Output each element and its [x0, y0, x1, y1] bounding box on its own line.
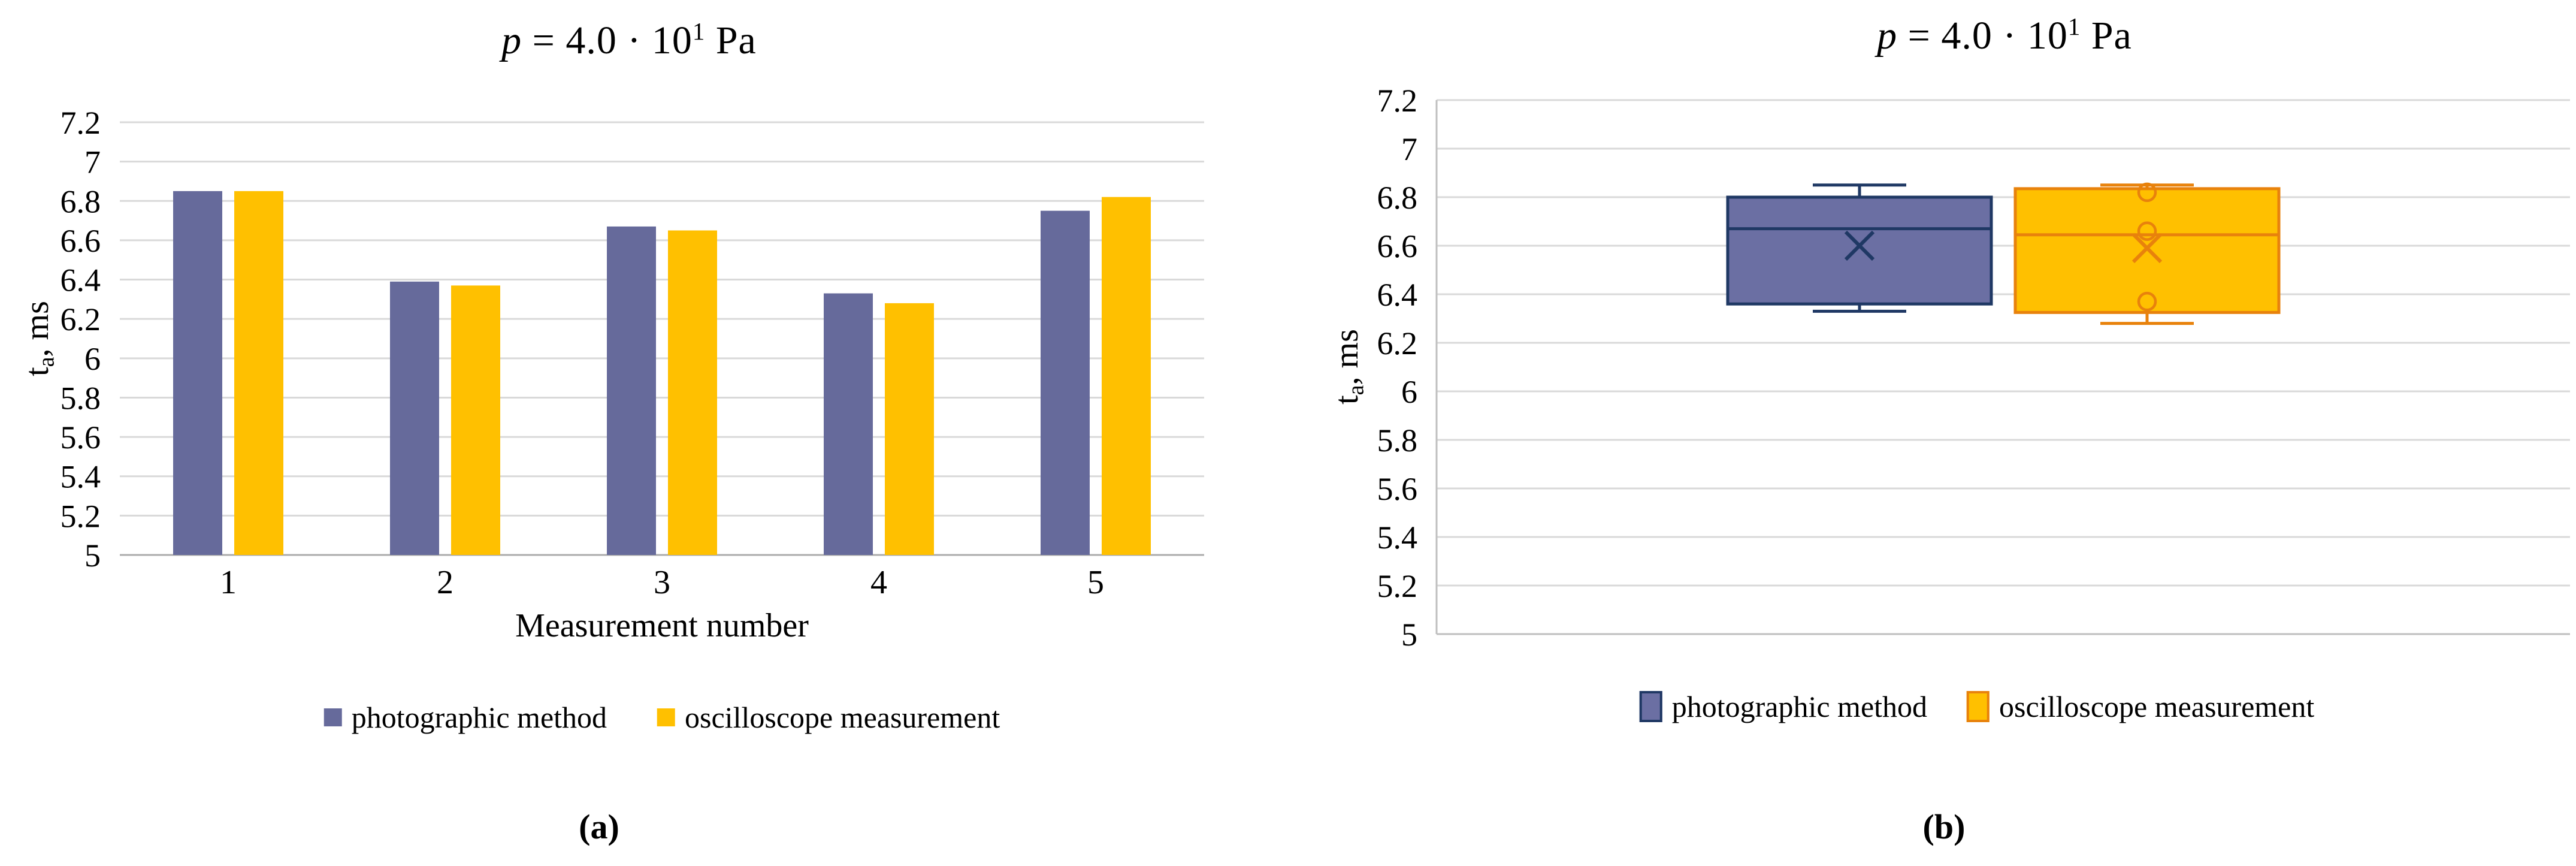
bar-oscilloscope-2 [451, 285, 500, 555]
legend-label: photographic method [1671, 690, 1928, 723]
chart-title-b: p = 4.0 · 101 Pa [1877, 13, 2132, 59]
title-exponent: 1 [692, 18, 706, 45]
bar-photographic-4 [824, 293, 873, 555]
y-tick-label: 7.2 [61, 105, 101, 141]
x-category-label: 1 [220, 564, 237, 601]
legend-label: photographic method [351, 701, 607, 734]
legend-item-photographic: photographic method [323, 700, 607, 735]
y-tick-label: 6.2 [1377, 325, 1418, 361]
chart-title-a: p = 4.0 · 101 Pa [501, 18, 757, 64]
bar-oscilloscope-4 [885, 303, 934, 555]
y-tick-label: 6.2 [61, 301, 101, 337]
title-variable: p [501, 19, 522, 62]
title-equation: = 4.0 · 10 [522, 19, 693, 62]
legend-a: photographic method oscilloscope measure… [323, 700, 1000, 735]
mean-marker-oscilloscope [2131, 233, 2163, 264]
legend-item-oscilloscope: oscilloscope measurement [1967, 689, 2314, 724]
y-axis-title-a: ta, ms [18, 301, 59, 376]
x-category-label: 2 [437, 564, 453, 601]
y-axis-title-b: ta, ms [1328, 329, 1369, 405]
y-title-unit: , ms [1328, 329, 1365, 385]
y-tick-label: 7 [1401, 131, 1417, 167]
legend-item-oscilloscope: oscilloscope measurement [657, 700, 1000, 735]
oscilloscope-swatch-icon [657, 708, 676, 726]
y-tick-label: 5.8 [1377, 423, 1418, 458]
y-title-subscript: a [34, 357, 59, 367]
photographic-swatch-icon [323, 708, 342, 726]
title-equation: = 4.0 · 10 [1897, 14, 2068, 58]
y-tick-label: 5.4 [61, 459, 101, 495]
bar-oscilloscope-3 [668, 230, 717, 555]
title-variable: p [1877, 14, 1898, 58]
caption-b: (b) [1922, 807, 1966, 846]
bar-oscilloscope-5 [1102, 197, 1151, 555]
caption-a: (a) [579, 807, 619, 846]
data-point-oscilloscope [2137, 291, 2157, 312]
bar-photographic-1 [173, 191, 222, 555]
y-tick-label: 6.6 [61, 223, 101, 259]
y-tick-label: 6.6 [1377, 228, 1418, 264]
bar-photographic-5 [1041, 210, 1090, 555]
y-tick-label: 5.2 [61, 498, 101, 534]
box-photographic [1726, 195, 1993, 306]
y-tick-label: 6 [84, 341, 101, 377]
y-tick-label: 5 [84, 538, 101, 574]
legend-label: oscilloscope measurement [1999, 690, 2315, 723]
y-title-symbol: t [1328, 395, 1365, 405]
legend-label: oscilloscope measurement [685, 701, 1000, 734]
bar-photographic-2 [390, 281, 439, 555]
y-tick-label: 5.2 [1377, 568, 1418, 604]
y-title-unit: , ms [19, 301, 56, 357]
y-tick-label: 5.4 [1377, 520, 1418, 556]
x-category-label: 3 [654, 564, 670, 601]
bar-photographic-3 [607, 226, 656, 555]
bar-oscilloscope-1 [234, 191, 283, 555]
title-exponent: 1 [2067, 13, 2081, 40]
y-tick-label: 7.2 [1377, 83, 1418, 119]
y-tick-label: 5.6 [1377, 471, 1418, 507]
data-point-oscilloscope [2137, 221, 2157, 241]
y-tick-label: 5.6 [61, 420, 101, 455]
y-tick-label: 6.8 [1377, 180, 1418, 216]
title-unit: Pa [2081, 14, 2132, 58]
photographic-swatch-icon [1639, 691, 1662, 722]
y-tick-label: 6.8 [61, 183, 101, 219]
legend-b: photographic method oscilloscope measure… [1639, 689, 2314, 724]
y-tick-label: 5 [1401, 617, 1417, 653]
legend-item-photographic: photographic method [1639, 689, 1928, 724]
y-title-subscript: a [1343, 385, 1369, 396]
y-tick-label: 6.4 [1377, 277, 1418, 313]
y-tick-label: 6.4 [61, 262, 101, 298]
y-title-symbol: t [19, 367, 56, 376]
x-category-label: 5 [1087, 564, 1104, 601]
mean-marker-photographic [1844, 230, 1875, 261]
data-point-oscilloscope [2137, 182, 2157, 203]
y-tick-label: 6 [1401, 374, 1417, 410]
title-unit: Pa [705, 19, 757, 62]
y-tick-label: 5.8 [61, 380, 101, 416]
x-axis-title-a: Measurement number [515, 607, 809, 644]
x-category-label: 4 [870, 564, 887, 601]
y-tick-label: 7 [84, 144, 101, 180]
oscilloscope-swatch-icon [1967, 691, 1990, 722]
